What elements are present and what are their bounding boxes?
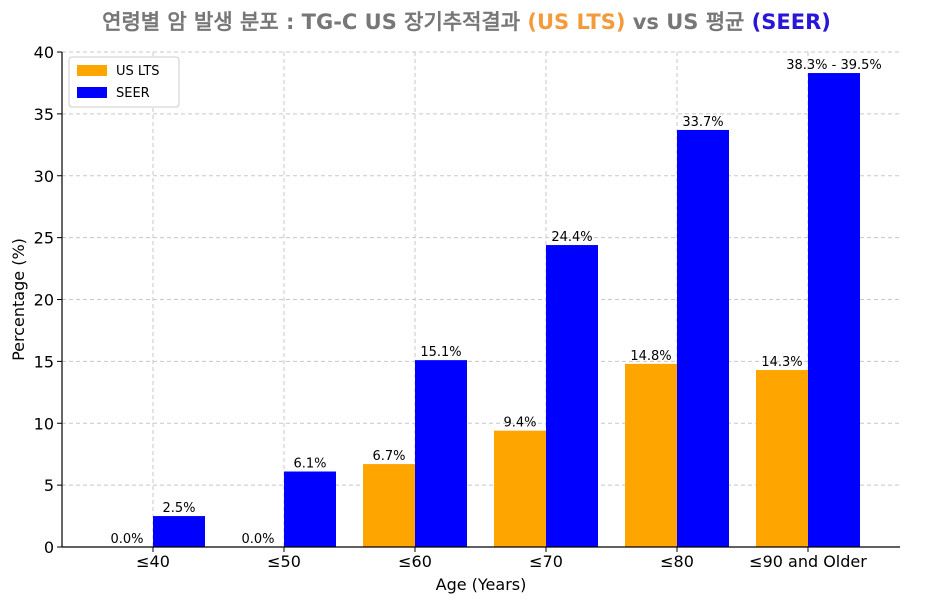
bar-us-lts (494, 430, 546, 547)
y-tick-label: 20 (34, 291, 54, 310)
data-label: 14.3% (761, 355, 802, 370)
y-tick-label: 5 (44, 476, 54, 495)
bar-seer (153, 516, 205, 547)
y-tick-label: 25 (34, 229, 54, 248)
y-tick-label: 15 (34, 352, 54, 371)
y-tick-label: 30 (34, 167, 54, 186)
legend-label: SEER (116, 86, 150, 101)
x-tick-label: ≤50 (267, 552, 301, 571)
bar-seer (415, 360, 467, 547)
x-axis-label: Age (Years) (436, 575, 527, 594)
y-tick-label: 10 (34, 414, 54, 433)
title-seer: (SEER) (751, 10, 831, 34)
bar-seer (808, 73, 860, 547)
bar-seer (677, 129, 729, 547)
bar-seer (284, 471, 336, 547)
data-label: 14.8% (630, 349, 671, 364)
data-label: 24.4% (551, 230, 592, 245)
x-tick-label: ≤80 (660, 552, 694, 571)
data-label: 0.0% (241, 532, 274, 547)
legend-label: US LTS (116, 64, 160, 79)
title-us-lts: (US LTS) (527, 10, 626, 34)
x-tick-label: ≤60 (398, 552, 432, 571)
y-tick-label: 40 (34, 43, 54, 62)
title-prefix: 연령별 암 발생 분포 : TG-C US 장기추적결과 (102, 10, 528, 34)
y-tick-label: 0 (44, 538, 54, 557)
legend-swatch (77, 87, 107, 98)
x-tick-label: ≤90 and Older (749, 552, 867, 571)
bar-seer (546, 245, 598, 548)
data-label: 2.5% (162, 501, 195, 516)
bar-us-lts (363, 464, 415, 547)
data-label: 6.1% (293, 457, 326, 472)
bar-us-lts (756, 370, 808, 547)
data-label: 0.0% (110, 532, 143, 547)
title-middle: vs US 평균 (625, 10, 752, 34)
data-label: 6.7% (372, 449, 405, 464)
y-tick-label: 35 (34, 105, 54, 124)
x-tick-label: ≤70 (529, 552, 563, 571)
legend-swatch (77, 65, 107, 76)
data-label: 33.7% (682, 115, 723, 130)
data-label: 38.3% - 39.5% (786, 58, 882, 73)
chart-title: 연령별 암 발생 분포 : TG-C US 장기추적결과 (US LTS) vs… (0, 6, 933, 36)
y-axis-label: Percentage (%) (9, 238, 28, 361)
x-tick-label: ≤40 (136, 552, 170, 571)
data-label: 15.1% (420, 345, 461, 360)
data-label: 9.4% (503, 416, 536, 431)
bar-us-lts (625, 363, 677, 547)
